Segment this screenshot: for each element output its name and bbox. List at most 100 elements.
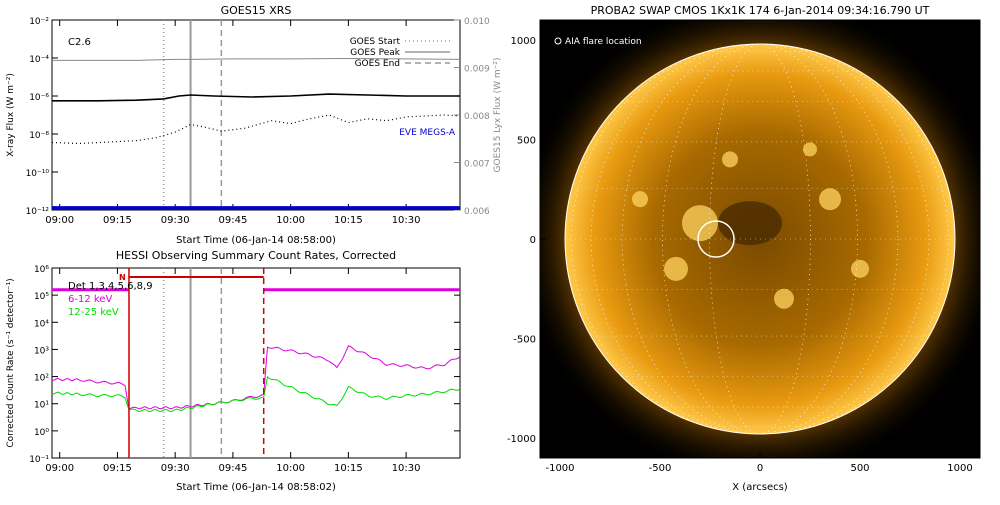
goes-y-axis: 10⁻² 10⁻⁴ 10⁻⁶ 10⁻⁸ 10⁻¹⁰ 10⁻¹² — [26, 17, 58, 217]
goes-x-tick-label: 09:30 — [161, 215, 190, 226]
goes-y2-tick-label: 0.009 — [464, 65, 490, 75]
goes-ylabel: X-ray Flux (W m⁻²) — [6, 73, 16, 157]
swap-coronal-hole — [718, 201, 782, 246]
hessi-y-tick-label: 10⁶ — [34, 265, 49, 275]
goes-xrs-panel: GOES15 XRS 10⁻² 10⁻⁴ 10⁻⁶ 10⁻⁸ 10⁻¹⁰ 10⁻¹² 0.… — [6, 4, 503, 246]
hessi-x-tick-label: 10:30 — [392, 463, 421, 474]
goes-y2-tick-label: 0.010 — [464, 17, 490, 27]
swap-x-tick-label: 500 — [850, 463, 869, 474]
hessi-y-tick-label: 10¹ — [34, 401, 49, 411]
goes-x-tick-label: 09:00 — [45, 215, 74, 226]
goes-eve-label: EVE MEGS-A — [399, 128, 456, 138]
swap-sun-image — [540, 20, 980, 458]
swap-y-tick-label: -500 — [513, 335, 536, 346]
swap-flare-circle — [697, 220, 735, 258]
hessi-series-12-25-kev — [52, 375, 460, 413]
goes-x-tick-label: 09:45 — [218, 215, 247, 226]
hessi-y-tick-label: 10⁴ — [34, 319, 49, 329]
swap-x-axis: -1000 -500 0 500 1000 — [545, 452, 973, 474]
hessi-series-6-12-kev — [52, 345, 460, 411]
goes-annotation: C2.6 — [68, 37, 91, 48]
goes-legend-label: GOES Start — [350, 37, 401, 47]
goes-y-tick-label: 10⁻⁸ — [29, 131, 49, 141]
swap-title: PROBA2 SWAP CMOS 1Kx1K 174 6-Jan-2014 09… — [591, 4, 930, 17]
goes-legend-label: GOES End — [355, 59, 400, 69]
hessi-event-markers — [162, 268, 223, 458]
swap-legend-circle-icon — [554, 37, 562, 45]
swap-y-axis: 1000 500 0 -500 -1000 — [507, 36, 546, 445]
swap-active-region — [722, 151, 738, 168]
goes-series-1-8- — [52, 93, 460, 102]
swap-x-tick-label: 1000 — [947, 463, 972, 474]
goes-y2-tick-label: 0.006 — [464, 207, 490, 217]
hessi-title: HESSI Observing Summary Count Rates, Cor… — [116, 249, 396, 262]
goes-y2-tick-label: 0.007 — [464, 160, 490, 170]
goes-legend-label: GOES Peak — [350, 48, 400, 58]
swap-y-tick-label: 1000 — [511, 36, 536, 47]
goes-event-markers — [162, 20, 223, 210]
swap-x-tick-label: -500 — [649, 463, 672, 474]
goes-x-tick-label: 10:30 — [392, 215, 421, 226]
swap-grid-lon — [709, 43, 811, 435]
swap-active-region — [774, 288, 794, 309]
goes-ylabel-right: GOES15 Lyx Flux (W m⁻²) — [493, 58, 503, 173]
swap-y-tick-label: 500 — [517, 135, 536, 146]
goes-y-tick-label: 10⁻¹² — [26, 207, 50, 217]
goes-x-tick-label: 09:15 — [103, 215, 132, 226]
swap-active-region — [632, 191, 648, 208]
hessi-plot-frame — [51, 267, 461, 459]
swap-legend: AIA flare location — [565, 37, 642, 47]
goes-title: GOES15 XRS — [221, 4, 292, 17]
swap-limb — [564, 43, 956, 435]
hessi-x-tick-label: 09:15 — [103, 463, 132, 474]
hessi-x-tick-label: 09:00 — [45, 463, 74, 474]
hessi-x-tick-label: 10:15 — [334, 463, 363, 474]
swap-image-panel: PROBA2 SWAP CMOS 1Kx1K 174 6-Jan-2014 09… — [507, 4, 981, 493]
swap-xlabel: X (arcsecs) — [732, 482, 788, 493]
hessi-y-tick-label: 10⁻¹ — [29, 455, 49, 465]
hessi-xlabel: Start Time (06-Jan-14 08:58:02) — [176, 482, 336, 493]
swap-y-tick-label: -1000 — [507, 434, 536, 445]
goes-y-tick-label: 10⁻⁶ — [29, 93, 49, 103]
goes-xlabel: Start Time (06-Jan-14 08:58:00) — [176, 235, 336, 246]
swap-grid-lon — [662, 43, 858, 435]
goes-series-lyx — [52, 57, 460, 61]
goes-y2-axis: 0.010 0.009 0.008 0.007 0.006 — [454, 17, 490, 217]
hessi-y-tick-label: 10² — [34, 374, 49, 384]
swap-active-region — [682, 205, 718, 242]
hessi-legend: Det 1,3,4,5,6,8,9 6-12 keV 12-25 keV — [68, 281, 153, 318]
goes-y-tick-label: 10⁻⁴ — [29, 55, 49, 65]
hessi-legend-label: 12-25 keV — [68, 307, 119, 318]
swap-x-tick-label: 0 — [757, 463, 763, 474]
swap-y-tick-label: 0 — [530, 235, 536, 246]
hessi-night-flags: N — [119, 268, 265, 458]
hessi-night-flag-label: N — [119, 273, 126, 282]
goes-y-tick-label: 10⁻¹⁰ — [26, 169, 50, 179]
hessi-x-tick-label: 09:30 — [161, 463, 190, 474]
swap-active-region — [803, 142, 817, 157]
hessi-legend-label: Det 1,3,4,5,6,8,9 — [68, 281, 153, 292]
hessi-x-tick-label: 10:00 — [276, 463, 305, 474]
goes-x-axis: 09:00 09:15 09:30 09:45 10:00 10:15 10:30 — [45, 20, 421, 226]
hessi-panel: HESSI Observing Summary Count Rates, Cor… — [6, 249, 461, 493]
goes-series-group — [52, 57, 460, 210]
goes-y-tick-label: 10⁻² — [29, 17, 49, 27]
swap-active-region — [819, 188, 841, 211]
swap-active-region — [664, 256, 688, 281]
hessi-y-tick-label: 10⁰ — [34, 428, 49, 438]
goes-y2-tick-label: 0.008 — [464, 112, 490, 122]
hessi-x-axis: 09:00 09:15 09:30 09:45 10:00 10:15 10:30 — [45, 268, 421, 474]
hessi-legend-label: 6-12 keV — [68, 294, 112, 305]
hessi-y-tick-label: 10³ — [34, 346, 49, 356]
hessi-y-tick-label: 10⁵ — [34, 292, 49, 302]
goes-series-0-5-4- — [52, 114, 460, 145]
hessi-ylabel: Corrected Count Rate (s⁻¹ detector⁻¹) — [6, 278, 16, 447]
hessi-y-axis: 10⁶ 10⁵ 10⁴ 10³ 10² 10¹ 10⁰ 10⁻¹ — [29, 265, 460, 465]
hessi-x-tick-label: 09:45 — [218, 463, 247, 474]
swap-x-tick-label: -1000 — [545, 463, 574, 474]
goes-x-tick-label: 10:00 — [276, 215, 305, 226]
swap-active-region — [851, 259, 869, 278]
